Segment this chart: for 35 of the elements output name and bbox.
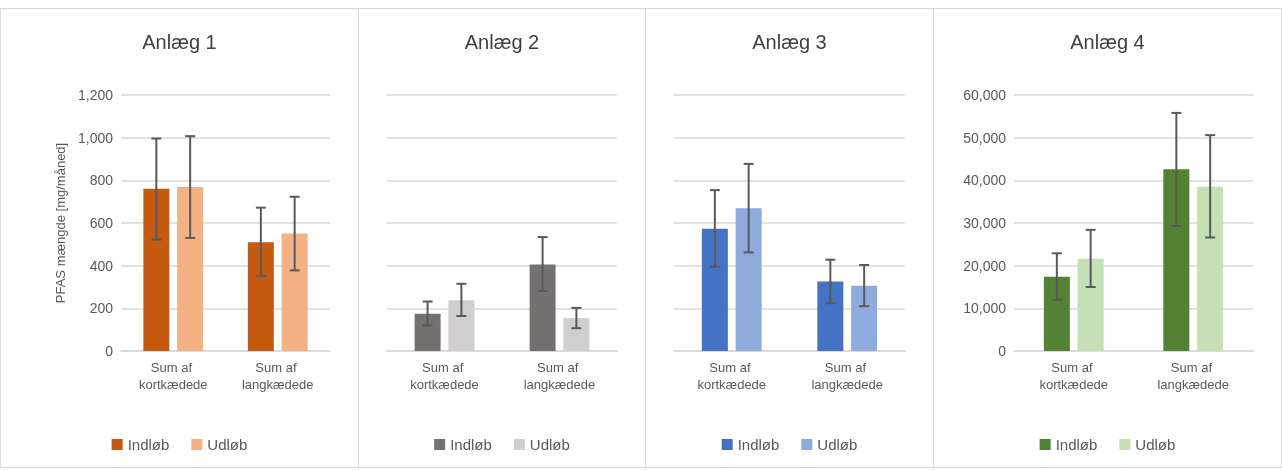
chart-title: Anlæg 3 — [752, 31, 827, 53]
y-tick-label: 40,000 — [963, 172, 1007, 189]
legend-label: Indløb — [1055, 436, 1098, 453]
x-tick-label: Sum af langkædede — [241, 360, 314, 392]
legend-label: Udløb — [817, 436, 858, 453]
x-tick-label: Sum af langkædede — [811, 360, 884, 392]
legend-label: Udløb — [529, 436, 570, 453]
x-tick-label: Sum af kortkædede — [1039, 360, 1109, 392]
x-tick-label: Sum af langkædede — [523, 360, 596, 392]
y-tick-label: 1,000 — [77, 129, 114, 146]
legend-label: Indløb — [737, 436, 780, 453]
y-tick-label: 0 — [105, 343, 114, 359]
x-tick-label: Sum af kortkædede — [697, 360, 767, 392]
y-tick-label: 50,000 — [963, 129, 1007, 146]
chart-title: Anlæg 4 — [1070, 31, 1145, 53]
y-tick-label: 20,000 — [963, 257, 1007, 274]
y-tick-label: 400 — [89, 257, 114, 274]
legend-label: Udløb — [207, 436, 248, 453]
y-tick-label: 1,200 — [77, 87, 114, 103]
x-tick-label: Sum af kortkædede — [410, 360, 479, 392]
y-tick-label: 30,000 — [963, 215, 1007, 231]
chart-title: Anlæg 2 — [464, 31, 540, 53]
x-tick-label: Sum af langkædede — [1157, 360, 1230, 392]
chart-title: Anlæg 1 — [142, 31, 217, 53]
legend-label: Indløb — [450, 436, 492, 453]
y-tick-label: 200 — [89, 300, 114, 317]
y-tick-label: 600 — [89, 215, 114, 231]
y-tick-label: 10,000 — [963, 300, 1007, 317]
y-tick-label: 0 — [998, 343, 1007, 359]
legend-label: Indløb — [127, 436, 170, 453]
y-tick-label: 60,000 — [963, 87, 1007, 103]
x-tick-label: Sum af kortkædede — [138, 360, 208, 392]
y-axis-title: PFAS mængde [mg/måned] — [53, 142, 69, 304]
legend-label: Udløb — [1135, 436, 1176, 453]
y-tick-label: 800 — [89, 172, 114, 189]
